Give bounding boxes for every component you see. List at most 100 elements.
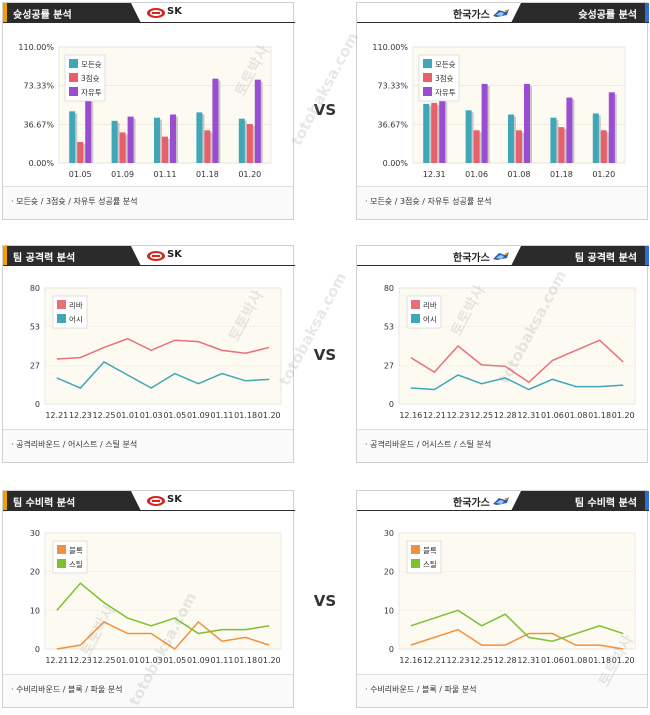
x-tick-label: 01.11 bbox=[211, 656, 234, 665]
bar bbox=[238, 118, 245, 163]
x-tick-label: 12.16 bbox=[399, 656, 422, 665]
chart-area: 110.00% 73.33% 36.67% 0.00% 12.31 01.06 01.08 0… bbox=[357, 23, 649, 192]
x-tick-label: 01.03 bbox=[140, 656, 163, 665]
x-tick-label: 01.06 bbox=[541, 411, 564, 420]
y-tick-label: 10 bbox=[30, 606, 40, 615]
bar bbox=[516, 130, 522, 163]
x-tick-label: 01.08 bbox=[565, 656, 588, 665]
x-tick-label: 01.01 bbox=[116, 411, 139, 420]
bar bbox=[127, 116, 134, 163]
footer-caption: · 공격리바운드 / 어시스트 / 스틸 분석 bbox=[11, 440, 138, 449]
bar bbox=[439, 99, 446, 163]
legend-label: 자유투 bbox=[435, 88, 456, 97]
series-line bbox=[56, 337, 270, 360]
legend-swatch bbox=[69, 87, 78, 96]
panel-footer: · 공격리바운드 / 어시스트 / 스틸 분석 bbox=[3, 429, 293, 462]
y-tick-label: 10 bbox=[384, 606, 394, 615]
y-tick-label: 27 bbox=[384, 361, 394, 370]
x-tick-label: 12.28 bbox=[494, 656, 517, 665]
legend-swatch bbox=[57, 545, 66, 554]
legend-swatch bbox=[57, 559, 66, 568]
legend-label: 자유투 bbox=[81, 88, 102, 97]
bar bbox=[119, 132, 126, 163]
bar bbox=[600, 130, 607, 163]
panel-footer: · 수비리바운드 / 블록 / 파울 분석 bbox=[357, 674, 647, 707]
series-line bbox=[410, 609, 624, 643]
bar bbox=[465, 110, 472, 163]
vs-label: VS bbox=[313, 592, 337, 610]
x-tick-label: 12.16 bbox=[399, 411, 422, 420]
legend-swatch bbox=[57, 300, 66, 309]
bar bbox=[473, 130, 480, 163]
bar bbox=[69, 111, 76, 163]
x-tick-label: 01.18 bbox=[550, 170, 573, 179]
y-tick-label: 36.67% bbox=[23, 120, 54, 129]
footer-caption: · 수비리바운드 / 블록 / 파울 분석 bbox=[365, 685, 477, 694]
watermark: totobaksa.com bbox=[287, 29, 363, 149]
panel-tab-title: 팀 공격력 분석 bbox=[13, 253, 76, 264]
vs-label: VS bbox=[313, 346, 337, 364]
legend-swatch bbox=[411, 545, 420, 554]
panel-footer: · 모든슛 / 3점슛 / 자유투 성공률 분석 bbox=[357, 186, 647, 219]
x-tick-label: 12.21 bbox=[423, 656, 446, 665]
legend-swatch bbox=[423, 59, 432, 68]
legend-label: 3점슛 bbox=[81, 73, 100, 83]
x-tick-label: 12.25 bbox=[93, 411, 116, 420]
series-line bbox=[410, 374, 624, 391]
kogas-offense-panel: 팀 공격력 분석 한국가스 80 53 27 0 12.16 12.21 12.23 12.25 1… bbox=[356, 245, 649, 463]
kogas-pegasus-logo-icon bbox=[491, 495, 511, 507]
x-tick-label: 01.18 bbox=[196, 170, 219, 179]
footer-caption: · 공격리바운드 / 어시스트 / 스틸 분석 bbox=[365, 440, 492, 449]
sk-shooting-panel: 슛성공률 분석 SK 110.00% 73.33% 36.67% 0.00% 01.05 01… bbox=[2, 2, 295, 220]
bar bbox=[423, 103, 430, 163]
x-tick-label: 12.23 bbox=[447, 656, 470, 665]
series-line bbox=[410, 339, 624, 384]
panel-footer: · 공격리바운드 / 어시스트 / 스틸 분석 bbox=[357, 429, 647, 462]
bar bbox=[196, 112, 203, 163]
legend-label: 어시 bbox=[423, 314, 437, 324]
bar bbox=[524, 83, 530, 163]
series-line bbox=[56, 620, 270, 650]
chart-area: 30 20 10 0 12.16 12.21 12.23 12.25 12.28 12.31 01.… bbox=[357, 511, 649, 680]
y-tick-label: 110.00% bbox=[18, 43, 54, 52]
sk-offense-panel: 팀 공격력 분석 SK 80 53 27 0 12.21 12.23 12.25 01.01 01.… bbox=[2, 245, 295, 463]
legend-label: 모든슛 bbox=[435, 60, 456, 69]
bar bbox=[566, 97, 573, 163]
x-tick-label: 12.25 bbox=[470, 656, 493, 665]
footer-caption: · 수비리바운드 / 블록 / 파울 분석 bbox=[11, 685, 123, 694]
bar bbox=[85, 99, 92, 163]
kogas-defense-panel: 팀 수비력 분석 한국가스 30 20 10 0 12.16 12.21 12.23 12.25 1… bbox=[356, 490, 649, 708]
legend-label: 블록 bbox=[69, 546, 83, 555]
series-line bbox=[56, 361, 270, 389]
x-tick-label: 01.08 bbox=[508, 170, 531, 179]
team-name: 한국가스 bbox=[453, 498, 490, 509]
bar bbox=[254, 79, 261, 163]
legend-label: 3점슛 bbox=[435, 73, 454, 83]
bar bbox=[212, 78, 219, 163]
x-tick-label: 12.21 bbox=[423, 411, 446, 420]
bar bbox=[431, 102, 438, 163]
x-tick-label: 12.31 bbox=[517, 656, 540, 665]
x-tick-label: 01.08 bbox=[565, 411, 588, 420]
panel-header: 슛성공률 분석 SK bbox=[3, 3, 295, 23]
y-tick-label: 20 bbox=[30, 568, 40, 577]
x-tick-label: 01.06 bbox=[465, 170, 488, 179]
series-line bbox=[56, 582, 270, 635]
x-tick-label: 01.20 bbox=[592, 170, 615, 179]
x-tick-label: 12.31 bbox=[517, 411, 540, 420]
panel-tab-title: 슛성공률 분석 bbox=[13, 10, 72, 21]
kogas-pegasus-logo-icon bbox=[491, 7, 511, 19]
y-tick-label: 30 bbox=[30, 529, 40, 538]
x-tick-label: 01.20 bbox=[238, 170, 261, 179]
chart-area: 80 53 27 0 12.21 12.23 12.25 01.01 01.03 01.05 01.… bbox=[3, 266, 295, 435]
x-tick-label: 12.21 bbox=[45, 411, 68, 420]
panel-tab-title: 팀 수비력 분석 bbox=[13, 498, 76, 509]
team-name: SK bbox=[167, 249, 182, 260]
legend-swatch bbox=[57, 314, 66, 323]
panel-header: 팀 수비력 분석 한국가스 bbox=[357, 491, 649, 511]
x-tick-label: 12.25 bbox=[93, 656, 116, 665]
x-tick-label: 01.18 bbox=[588, 411, 611, 420]
x-tick-label: 01.01 bbox=[116, 656, 139, 665]
footer-caption: · 모든슛 / 3점슛 / 자유투 성공률 분석 bbox=[11, 197, 138, 206]
y-tick-label: 73.33% bbox=[377, 82, 408, 91]
